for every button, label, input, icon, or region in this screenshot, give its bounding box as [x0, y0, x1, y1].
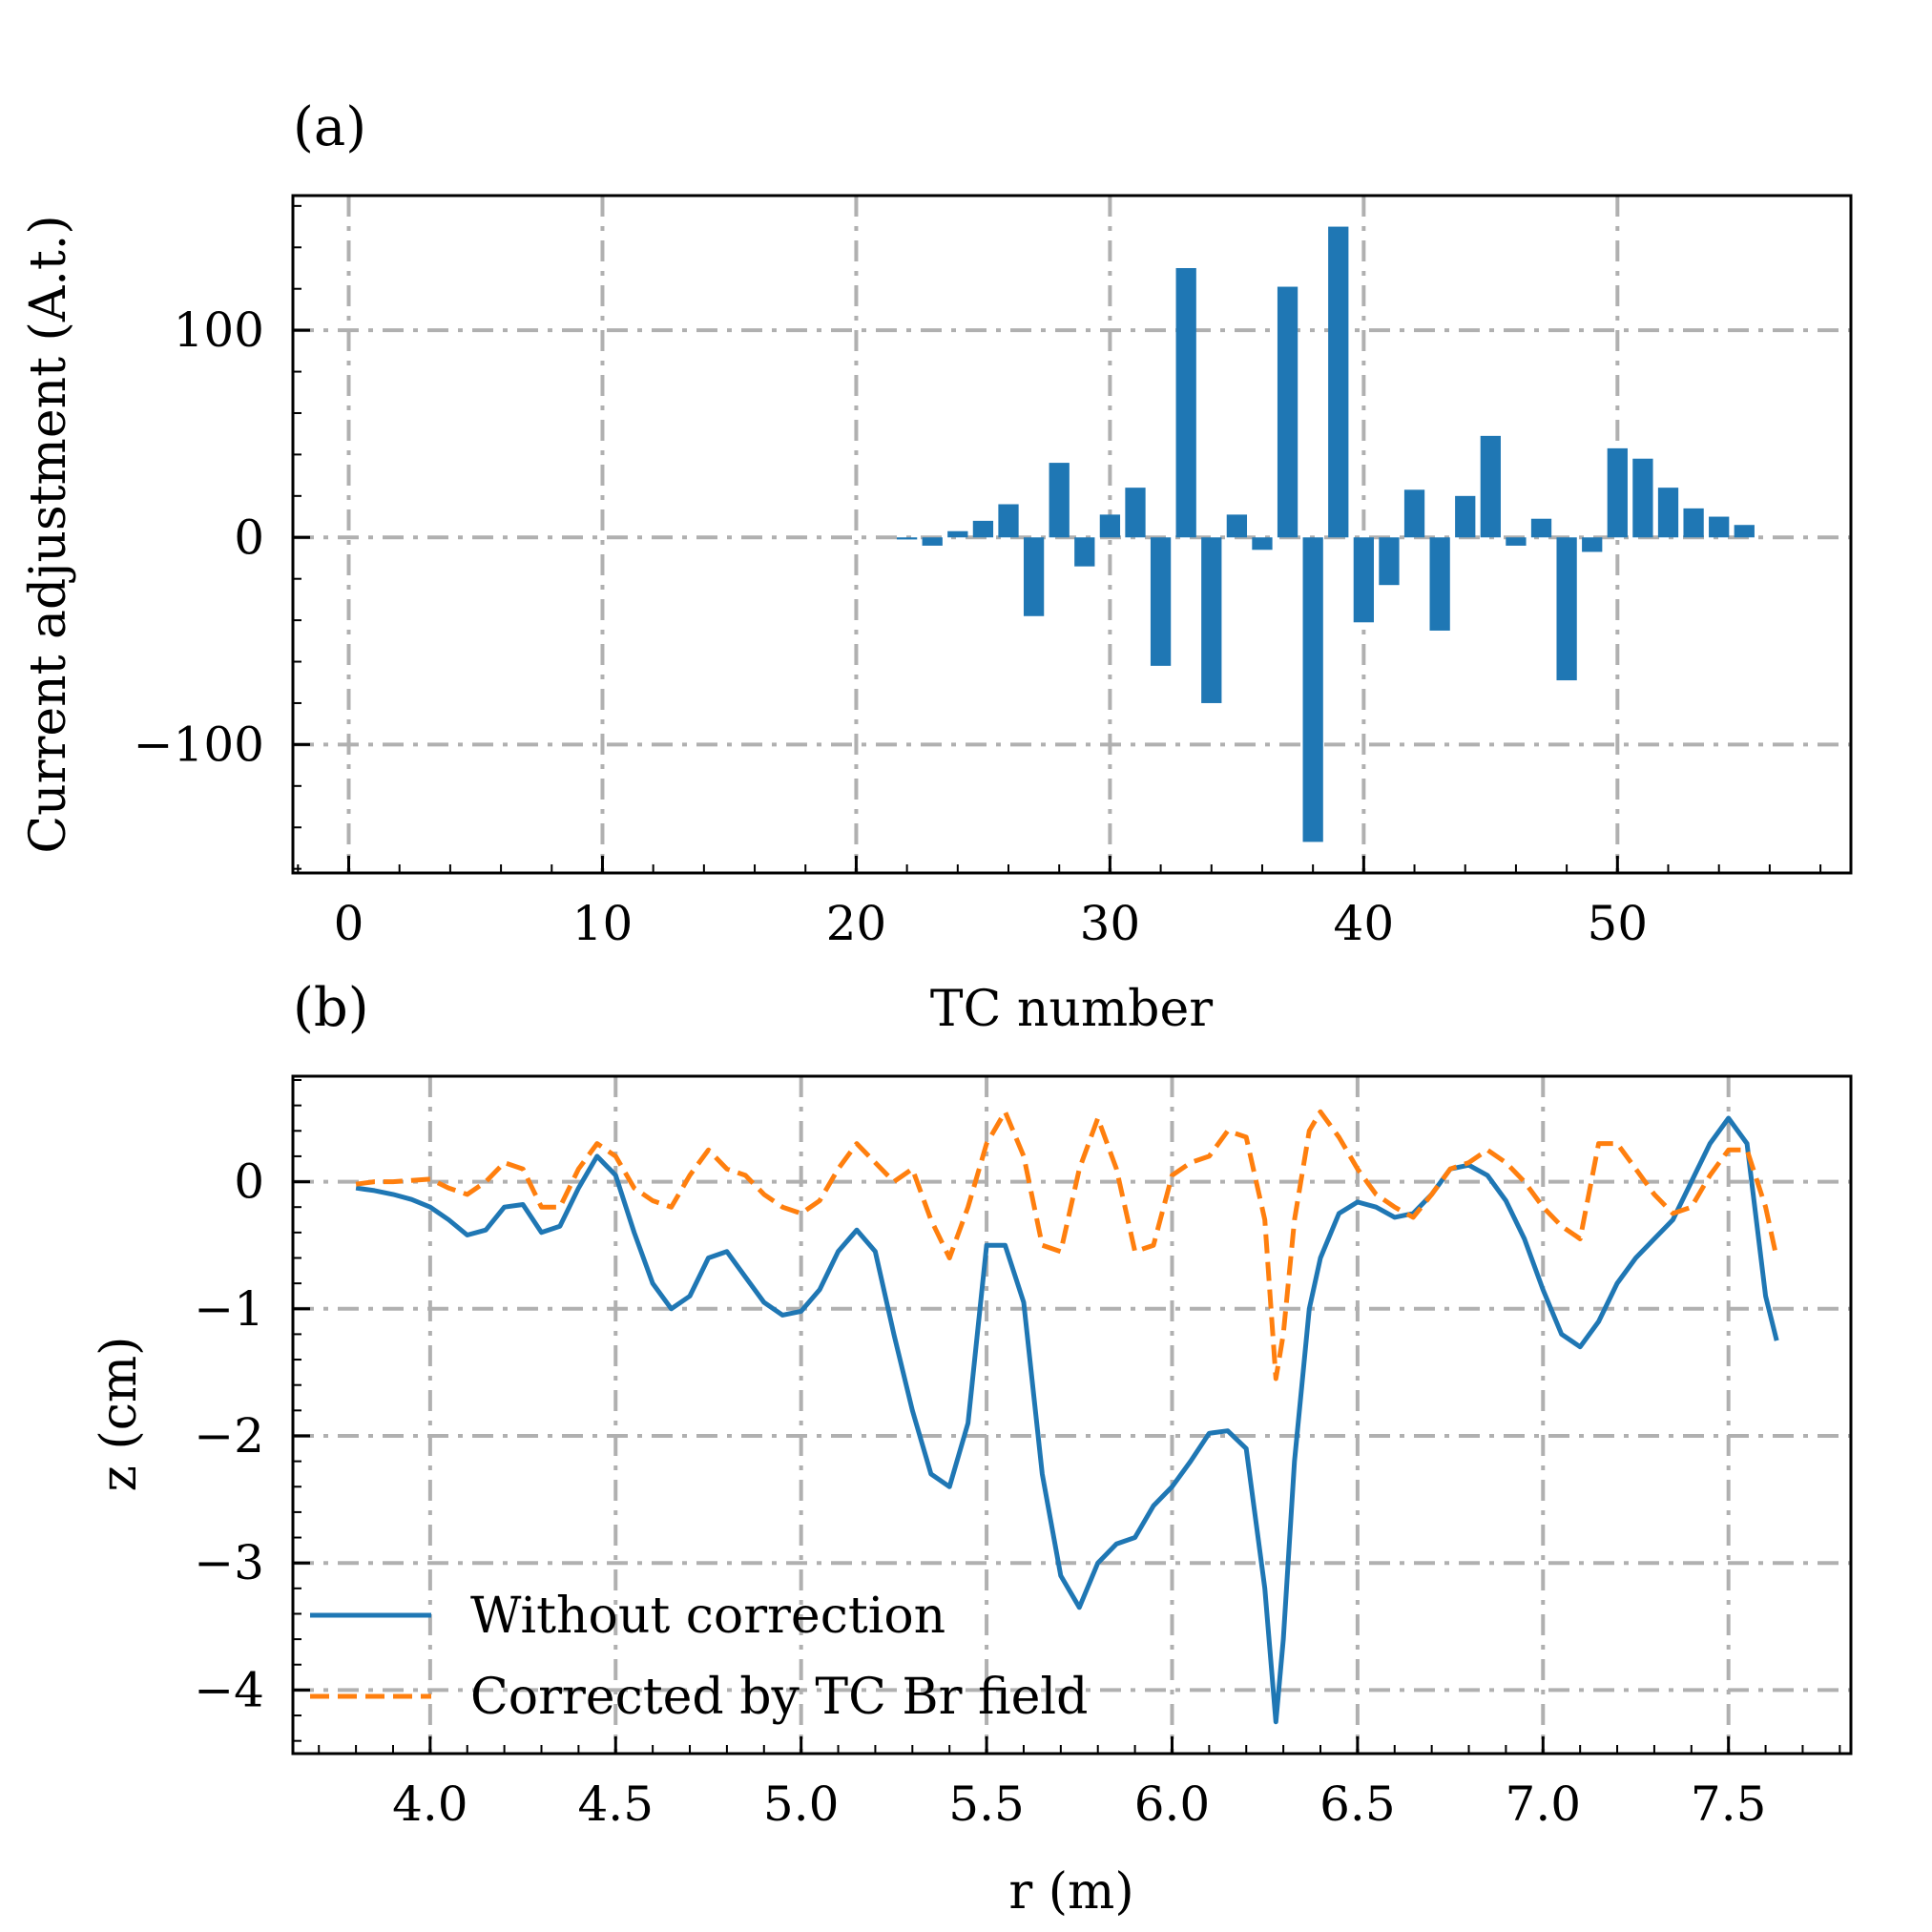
panel-a: 0 10 20 30 40 50 −100 0 100 TC number Current a…	[20, 194, 1853, 1038]
bar-tc-53	[1683, 508, 1704, 538]
bar-tc-42	[1403, 489, 1425, 538]
legend-label-corrected: Corrected by TC Br field	[470, 1669, 1088, 1726]
bar-tc-35	[1226, 514, 1248, 538]
series-line-corrected	[355, 1109, 1779, 1381]
bar-tc-41	[1379, 537, 1400, 586]
panel-b-x-tick-label: 7.5	[1691, 1776, 1767, 1832]
panel-b-y-tick-label: −4	[194, 1662, 264, 1717]
panel-a-y-axis-label: Current adjustment (A.t.)	[20, 215, 77, 853]
legend: Without correction Corrected by TC Br fi…	[310, 1588, 1088, 1726]
bar-tc-45	[1480, 435, 1501, 538]
bar-tc-25	[972, 520, 994, 538]
panel-b-x-tick-label: 4.5	[577, 1776, 654, 1832]
bar-tc-23	[922, 537, 943, 546]
panel-a-grid	[293, 196, 1851, 873]
panel-b-x-tick-label: 4.0	[392, 1776, 468, 1832]
panel-a-ticks	[293, 204, 1822, 873]
panel-b-ticks	[293, 1078, 1841, 1754]
panel-b-x-axis-label: r (m)	[1008, 1863, 1133, 1921]
bar-tc-28	[1049, 463, 1070, 538]
panel-b-y-tick-label: −2	[194, 1408, 264, 1464]
panel-b-x-tick-label: 6.5	[1319, 1776, 1396, 1832]
panel-b-x-tick-label: 5.5	[948, 1776, 1025, 1832]
bar-tc-37	[1277, 286, 1298, 538]
panel-b-y-tick-label: 0	[234, 1154, 264, 1210]
bar-tc-39	[1328, 226, 1349, 538]
bar-tc-27	[1023, 537, 1045, 616]
panel-a-x-tick-label: 0	[334, 896, 364, 951]
panel-b: 4.0 4.5 5.0 5.5 6.0 6.5 7.0 7.5 −4 −3 −2 −1 0 r (m)…	[91, 1074, 1853, 1921]
bar-tc-51	[1632, 458, 1653, 538]
panel-b-label: (b)	[293, 977, 369, 1039]
panel-b-y-tick-label: −3	[194, 1535, 264, 1590]
panel-b-lines	[355, 1109, 1779, 1725]
bar-tc-50	[1607, 447, 1628, 538]
panel-b-x-tick-label: 6.0	[1134, 1776, 1211, 1832]
panel-b-frame	[291, 1074, 1853, 1755]
bar-tc-49	[1582, 537, 1603, 552]
panel-b-x-tick-labels: 4.0 4.5 5.0 5.5 6.0 6.5 7.0 7.5	[392, 1776, 1766, 1832]
panel-a-y-tick-label: −100	[134, 717, 264, 772]
bar-tc-48	[1556, 537, 1577, 681]
panel-a-x-tick-label: 30	[1080, 896, 1141, 951]
panel-b-x-tick-label: 7.0	[1506, 1776, 1582, 1832]
series-line-without-correction	[355, 1115, 1779, 1725]
bar-tc-34	[1201, 537, 1222, 703]
bar-tc-36	[1252, 537, 1273, 551]
panel-b-y-tick-labels: −4 −3 −2 −1 0	[194, 1154, 264, 1718]
panel-b-y-tick-label: −1	[194, 1281, 264, 1337]
panel-b-x-tick-label: 5.0	[763, 1776, 840, 1832]
bar-tc-46	[1506, 537, 1527, 546]
bar-tc-32	[1150, 537, 1172, 666]
panel-b-grid	[293, 1076, 1851, 1754]
bar-tc-43	[1429, 537, 1450, 631]
panel-a-x-tick-label: 40	[1334, 896, 1395, 951]
panel-a-y-tick-labels: −100 0 100	[134, 302, 264, 772]
panel-a-label: (a)	[293, 96, 366, 158]
bar-tc-47	[1530, 518, 1552, 538]
panel-a-y-tick-label: 0	[234, 509, 264, 565]
bar-tc-26	[998, 504, 1019, 538]
bar-tc-55	[1734, 525, 1755, 538]
bar-tc-33	[1175, 267, 1196, 538]
bar-tc-40	[1353, 537, 1374, 623]
panel-a-x-tick-labels: 0 10 20 30 40 50	[334, 896, 1649, 951]
panel-a-frame	[291, 194, 1853, 875]
bar-tc-30	[1099, 514, 1121, 538]
panel-a-y-tick-label: 100	[174, 302, 264, 358]
bar-tc-24	[947, 530, 968, 538]
panel-a-bars	[896, 226, 1755, 842]
bar-tc-44	[1455, 495, 1476, 538]
bar-tc-29	[1074, 537, 1095, 567]
bar-tc-54	[1709, 516, 1730, 538]
panel-a-x-axis-label: TC number	[930, 981, 1213, 1038]
bar-tc-52	[1657, 488, 1679, 538]
panel-a-x-tick-label: 10	[572, 896, 634, 951]
panel-a-x-tick-label: 20	[826, 896, 887, 951]
bar-tc-31	[1125, 488, 1146, 538]
panel-b-y-axis-label: z (cm)	[91, 1337, 148, 1492]
bar-tc-38	[1302, 537, 1323, 842]
bar-tc-22	[896, 537, 918, 540]
panel-a-x-tick-label: 50	[1588, 896, 1649, 951]
legend-label-without-correction: Without correction	[470, 1588, 945, 1645]
